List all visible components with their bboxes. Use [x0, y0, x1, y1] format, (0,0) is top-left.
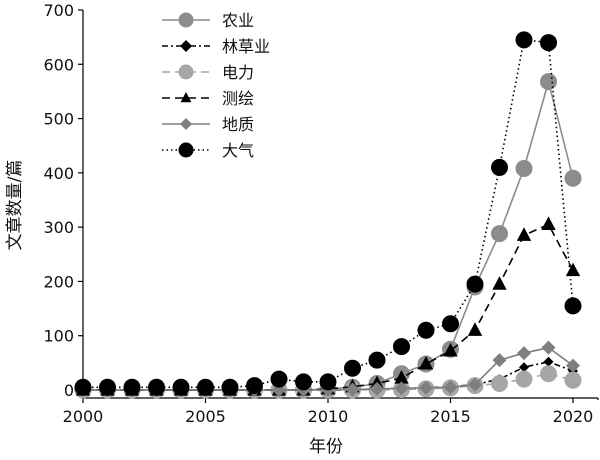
data-point — [540, 34, 557, 52]
data-point — [491, 374, 508, 392]
x-tick-label: 2010 — [308, 407, 349, 426]
data-point — [515, 370, 533, 388]
data-point — [492, 353, 507, 368]
chart-axes: 0 100 200 300 400 500 600 700 2000 2005 2010 2015 20… — [43, 1, 599, 426]
legend-item: 林草业 — [162, 37, 270, 56]
x-tick-label: 2000 — [63, 407, 104, 426]
data-point — [295, 373, 312, 391]
data-point — [443, 380, 458, 395]
data-point — [516, 227, 532, 241]
data-point — [491, 158, 508, 176]
data-point — [467, 322, 483, 336]
y-tick-label: 0 — [64, 381, 74, 400]
legend-label: 电力 — [222, 63, 254, 82]
legend-item: 地质 — [162, 115, 254, 134]
data-point — [540, 73, 557, 91]
data-point — [393, 338, 410, 356]
y-tick-label: 300 — [43, 218, 74, 237]
series-5 — [74, 31, 582, 396]
x-axis-title: 年份 — [309, 437, 343, 457]
data-point — [74, 378, 92, 396]
data-point — [417, 321, 435, 339]
legend-label: 大气 — [222, 141, 254, 160]
data-point — [419, 380, 433, 395]
legend-marker — [178, 142, 194, 158]
legend-marker — [178, 12, 194, 28]
data-point — [466, 275, 484, 293]
series-line — [83, 38, 574, 389]
legend-label: 测绘 — [222, 89, 254, 108]
data-point — [543, 356, 554, 367]
legend-marker — [180, 118, 192, 130]
data-point — [541, 340, 556, 355]
data-point — [565, 262, 581, 277]
y-tick-label: 600 — [43, 55, 74, 74]
legend-item: 测绘 — [162, 89, 254, 108]
chart-series — [74, 31, 582, 399]
legend-marker — [180, 40, 192, 52]
legend-item: 电力 — [162, 63, 254, 82]
data-point — [123, 378, 141, 396]
data-point — [443, 342, 458, 357]
x-tick-label: 2015 — [430, 407, 471, 426]
y-axis-title: 文章数量/篇 — [5, 160, 25, 251]
data-point — [344, 359, 361, 377]
data-point — [394, 381, 409, 396]
series-3 — [75, 216, 581, 396]
series-line — [83, 360, 574, 391]
legend-label: 林草业 — [222, 37, 270, 56]
series-0 — [74, 73, 582, 399]
data-point — [221, 378, 239, 396]
legend-marker — [180, 92, 192, 103]
legend-label: 农业 — [222, 11, 254, 30]
y-tick-label: 100 — [43, 327, 74, 346]
data-point — [541, 216, 556, 231]
legend-item: 农业 — [162, 11, 254, 30]
data-point — [540, 365, 557, 383]
data-point — [468, 377, 482, 392]
data-point — [148, 378, 165, 396]
data-point — [394, 370, 409, 384]
data-point — [515, 31, 533, 49]
data-point — [368, 351, 386, 369]
data-point — [517, 346, 531, 361]
data-point — [246, 377, 263, 395]
data-point — [564, 169, 582, 187]
data-point — [564, 371, 582, 389]
data-point — [418, 355, 434, 370]
data-point — [370, 381, 384, 396]
y-tick-label: 400 — [43, 164, 74, 183]
y-tick-label: 700 — [43, 1, 74, 20]
data-point — [519, 362, 529, 373]
legend-label: 地质 — [222, 115, 254, 134]
data-point — [197, 378, 214, 396]
data-point — [491, 225, 508, 243]
x-tick-label: 2005 — [185, 407, 226, 426]
data-point — [442, 315, 459, 333]
legend-marker — [178, 64, 194, 80]
data-point — [319, 373, 337, 391]
data-point — [566, 358, 580, 373]
x-tick-label: 2020 — [553, 407, 594, 426]
data-point — [345, 382, 360, 397]
data-point — [515, 160, 533, 178]
y-tick-label: 500 — [43, 110, 74, 129]
data-point — [172, 378, 190, 396]
y-tick-label: 200 — [43, 272, 74, 291]
data-point — [492, 276, 507, 290]
data-point — [270, 370, 288, 388]
data-point — [99, 378, 116, 396]
data-point — [564, 297, 582, 315]
legend-item: 大气 — [162, 141, 254, 160]
